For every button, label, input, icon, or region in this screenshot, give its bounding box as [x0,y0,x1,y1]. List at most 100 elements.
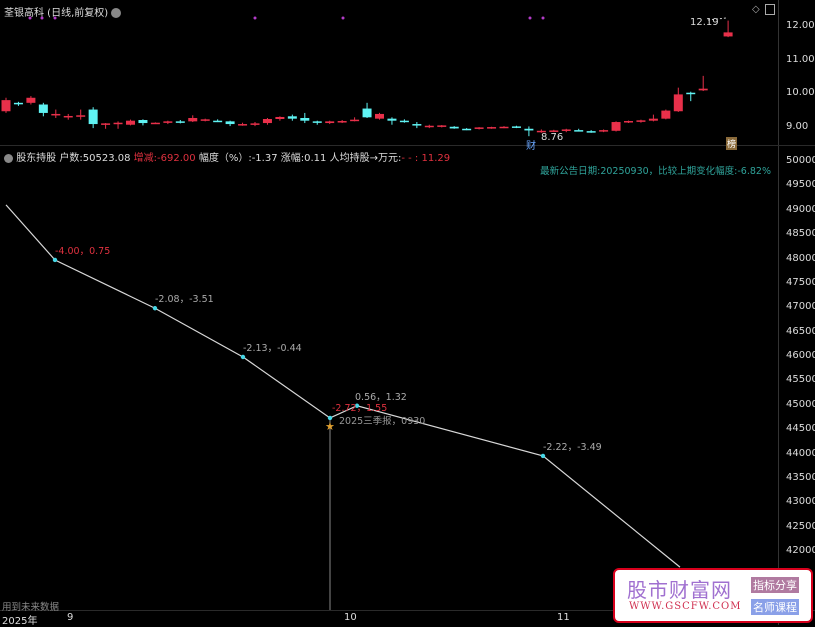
ranking-badge[interactable]: 榜 [726,137,738,150]
holder-point [354,403,360,408]
x-label-oct: 10 [344,612,357,623]
candle-body [200,119,210,121]
min-price-label: 8.76 [541,132,564,143]
amplitude-value: -1.37 [251,153,278,164]
candle-body [76,115,86,117]
financial-badge[interactable]: 财 [526,141,536,152]
candle-body [350,119,360,122]
rise-label: 涨幅: [280,153,305,164]
holder-tick: 47000 [786,301,815,313]
pane-divider [0,145,815,146]
holder-point-label: -2.22，-3.49 [543,441,602,453]
settings-icon[interactable] [111,8,122,18]
future-data-note: 用到未来数据 [2,602,60,613]
candle-body [38,104,48,113]
holder-point [327,415,333,421]
candle-body [673,94,683,112]
price-axis-divider [778,0,779,625]
candle-body [412,124,422,126]
logo-text: 股市财富网 [627,578,732,602]
price-tick: 11.00 [786,53,815,65]
candle-body [524,128,534,131]
candle-body [51,113,61,116]
holder-point [52,257,58,263]
amplitude-label: 幅度（%）: [198,153,252,164]
watermark-logo: 股市财富网 WWW.GSCFW.COM 指标分享 名师课程 [613,568,813,623]
candle-body [561,129,571,131]
candle-body [175,121,185,123]
candle-body [188,117,198,122]
candle-body [13,102,23,105]
price-tick: 12.00 [786,20,815,31]
max-price-pointer [707,17,727,21]
diamond-icon[interactable]: ◇ [752,4,760,15]
candle-body [686,92,696,95]
candle-body [63,115,73,118]
holder-point-label: 0.56，1.32 [355,391,407,403]
price-tick: 10.00 [786,87,815,99]
candle-body [1,100,11,112]
event-marker [28,16,32,20]
candle-body [101,123,111,125]
event-marker [341,16,345,20]
candle-body [250,123,260,125]
holder-tick: 47500 [786,276,815,288]
holder-point-label: -2.13，-0.44 [243,343,302,354]
collapse-icon[interactable] [4,153,13,163]
x-label-sep: 9 [67,612,74,623]
candle-body [262,119,272,124]
holder-point-label: -4.00，0.75 [55,245,111,257]
candle-body [163,121,173,123]
logo-tag-course: 名师课程 [751,599,799,615]
change-label: 增减: [133,153,158,164]
holder-tick: 46000 [786,350,815,361]
change-value: -692.00 [157,153,196,164]
holder-tick: 49000 [786,203,815,215]
holder-tick: 44000 [786,447,815,459]
candle-body [26,97,36,103]
indicator-name: 股东持股 [16,153,57,164]
candle-body [723,32,733,37]
candle-body [225,121,235,125]
stock-name: 荃银高科 (日线,前复权) [4,8,109,19]
candle-body [499,126,509,129]
households-label: 户数: [59,153,83,164]
holder-tick: 48500 [786,228,815,240]
candle-body [599,130,609,132]
event-marker [53,16,57,20]
holder-tick: 46500 [786,325,815,337]
candle-body [287,116,297,119]
candle-body [238,124,248,126]
candle-body [325,121,335,124]
candle-body [661,110,671,119]
holder-tick: 43000 [786,496,815,508]
candle-body [437,125,447,127]
candle-body [574,130,584,132]
holder-line [5,204,681,568]
event-marker [528,16,532,20]
event-marker [541,16,545,20]
holder-tick: 48000 [786,252,815,264]
candle-body [213,120,223,123]
holder-tick: 45000 [786,398,815,410]
holder-tick: 50000 [786,155,815,166]
chart-title[interactable]: 荃银高科 (日线,前复权) [4,4,122,19]
candle-body [636,120,646,122]
candle-body [648,118,658,121]
candle-body [375,113,384,119]
candle-body [312,121,322,123]
candle-body [150,122,160,125]
report-marker-icon: ★ [325,420,335,433]
x-axis-divider [0,610,815,611]
candle-body [462,128,472,131]
per-capita-label: 人均持股→万元: [329,153,402,164]
holder-point-label: -2.08，-3.51 [155,294,214,306]
candle-body [549,130,559,132]
candle-body [113,122,123,125]
candle-body [449,126,459,129]
candle-body [399,120,409,123]
candle-body [487,127,497,129]
panel-toggle-icon[interactable] [765,4,775,15]
holder-tick: 42000 [786,545,815,556]
